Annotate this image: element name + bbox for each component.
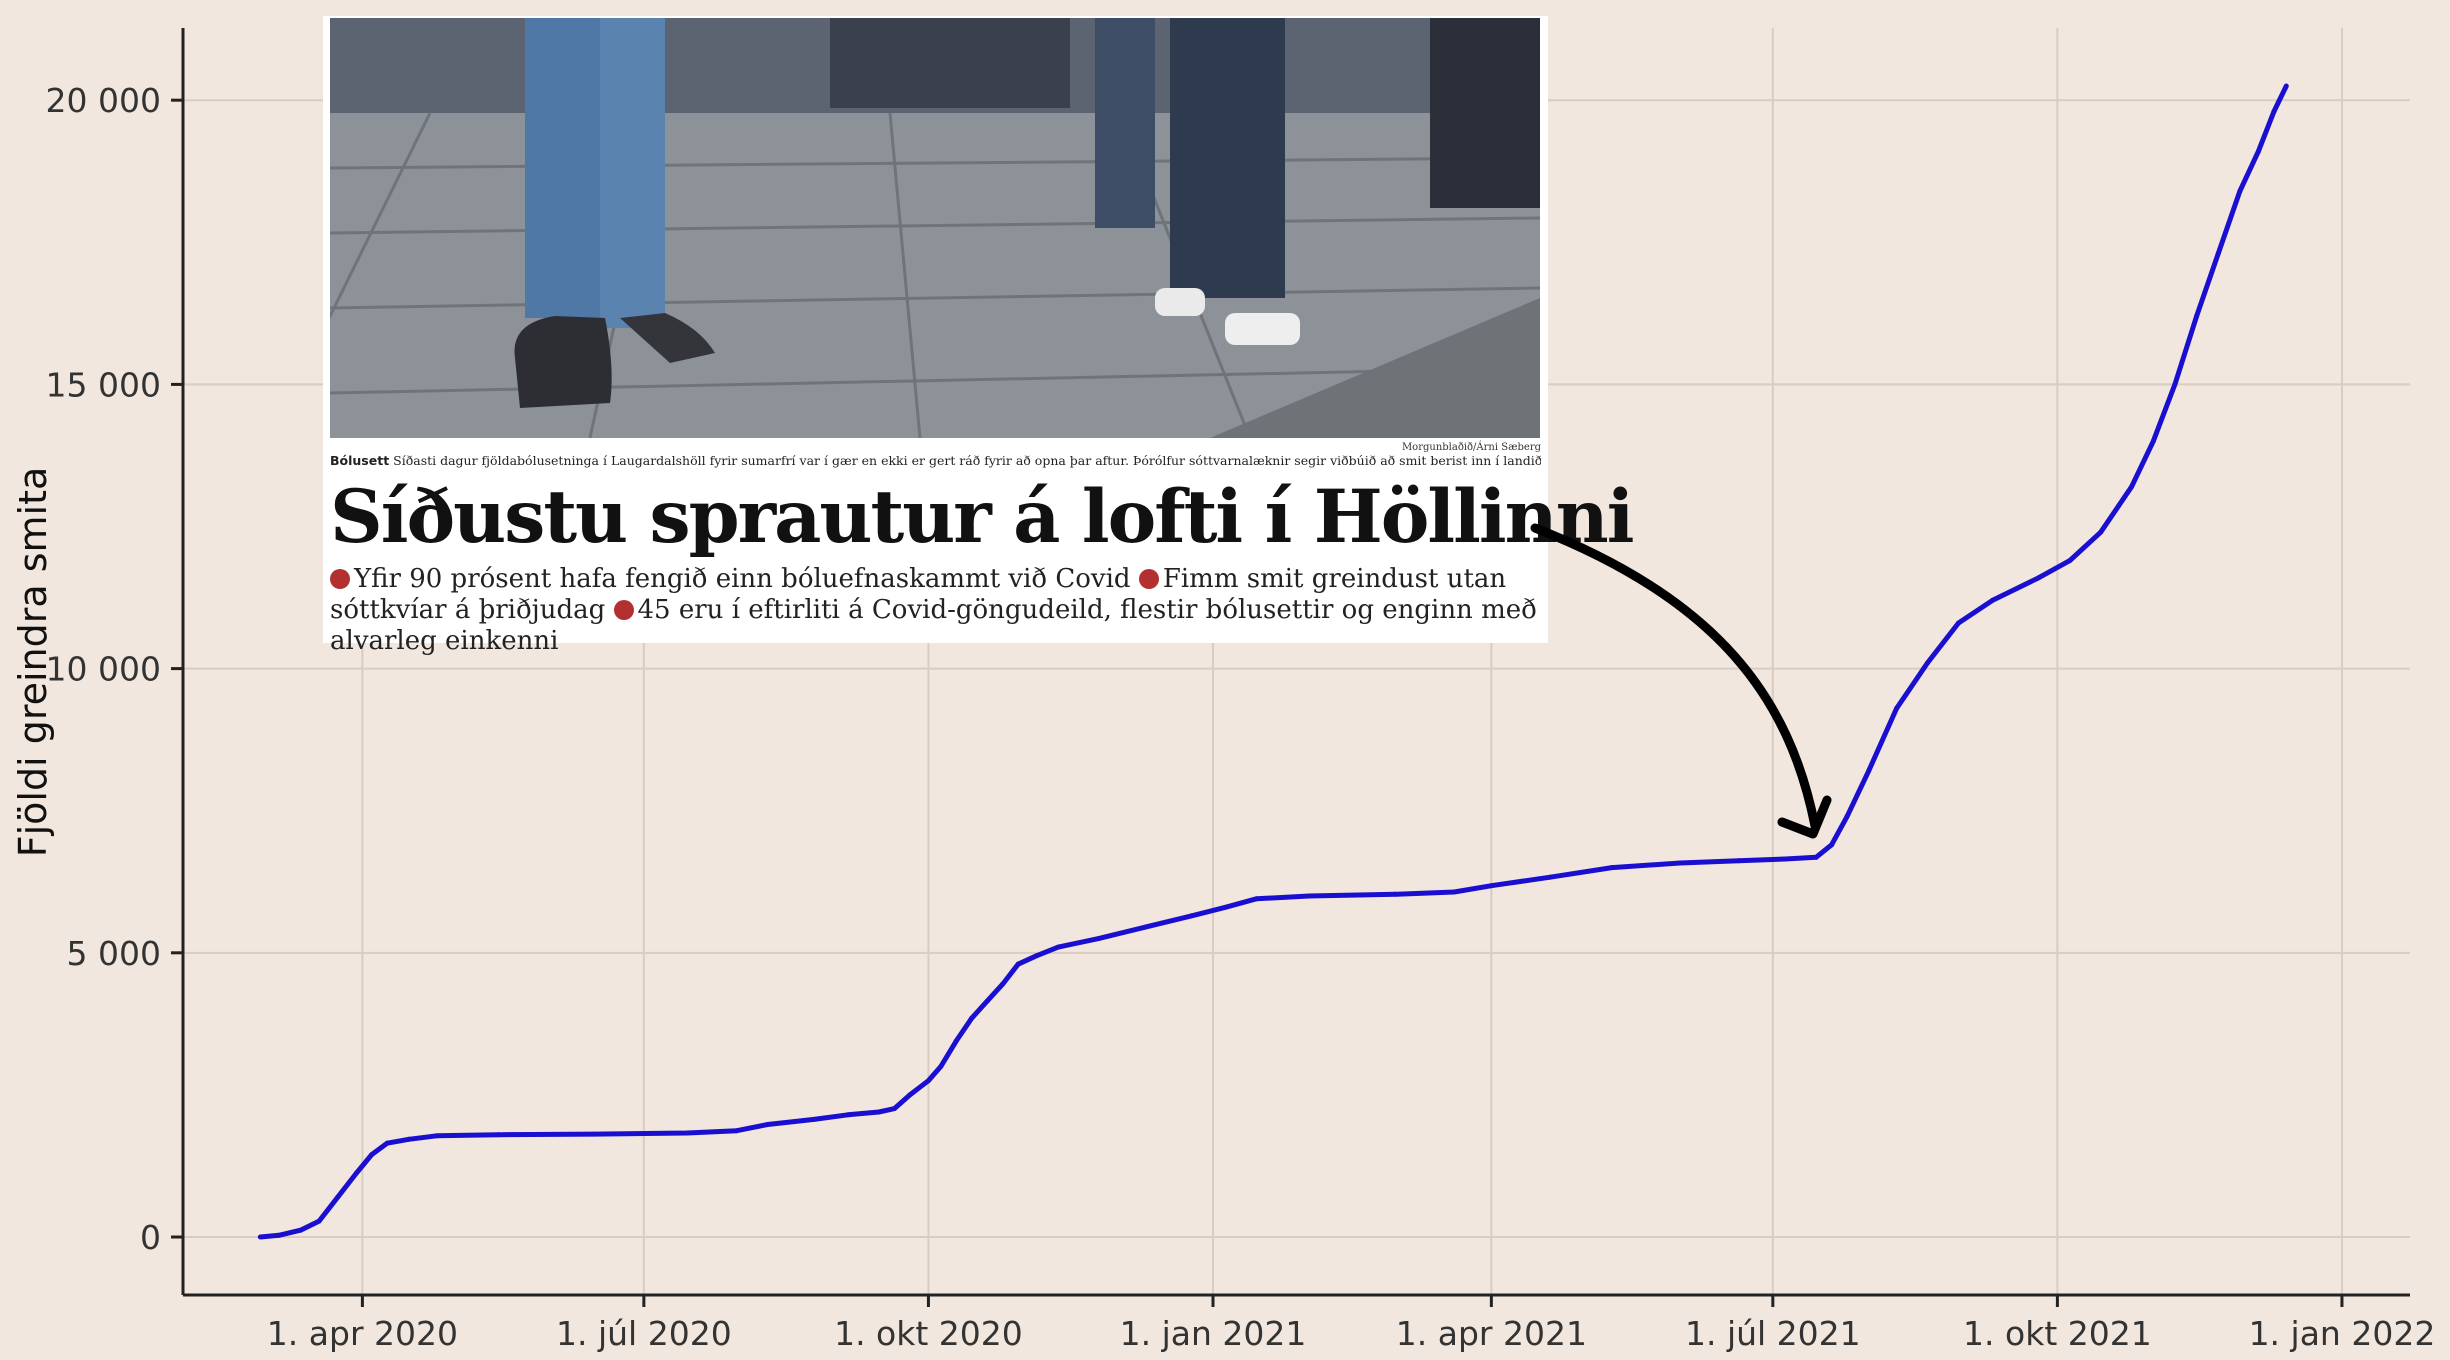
data-point [1306,893,1312,899]
data-point [369,1152,375,1158]
y-axis-label: Fjöldi greindra smita [11,467,55,858]
data-point [1451,889,1457,895]
y-tick-label: 10 000 [46,650,161,689]
data-point [2194,313,2200,319]
photo-caption: Bólusett Síðasti dagur fjöldabólusetning… [330,454,1541,468]
y-tick-label: 20 000 [46,81,161,120]
data-point [298,1227,304,1233]
data-point [1955,620,1961,626]
bullet-dot-icon [330,569,350,589]
data-point [734,1128,740,1134]
photo-illustration [330,18,1540,438]
bullet-2: Fimm smit greindust utan sóttkvíar á þri… [330,564,1507,625]
data-point [1547,874,1553,880]
photo-credit: Morgunblaðið/Árni Sæberg [1401,442,1541,453]
caption-text: Síðasti dagur fjöldabólusetninga í Lauga… [393,454,1541,468]
data-point [316,1218,322,1224]
caption-label: Bólusett [330,454,390,468]
data-point [384,1140,390,1146]
data-point [2129,484,2135,490]
y-tick-label: 5 000 [67,934,161,973]
bullet-3: 45 eru í eftirliti á Covid-göngudeild, f… [330,595,1537,656]
data-point [1188,913,1194,919]
data-point [765,1121,771,1127]
bullet-1: Yfir 90 prósent hafa fengið einn bóluefn… [354,564,1131,594]
data-point [495,1132,501,1138]
bullet-dot-icon [1138,569,1159,589]
data-point [2098,529,2104,535]
data-point [1894,705,1900,711]
data-point [938,1063,944,1069]
bullet-dot-icon [613,600,634,620]
y-axis-ticks: 0 5 000 10 000 15 000 20 000 [46,81,183,1257]
data-point [907,1092,913,1098]
x-axis-ticks: 1. apr 2020 1. júl 2020 1. okt 2020 1. jan … [267,1295,2436,1353]
data-point [1000,981,1006,987]
data-point [434,1133,440,1139]
x-tick-label: 1. apr 2020 [267,1314,458,1353]
y-tick-label: 15 000 [46,365,161,404]
data-point [1015,961,1021,967]
data-point [1055,944,1061,950]
data-point [2255,148,2261,154]
data-point [925,1078,931,1084]
data-point [1989,597,1995,603]
data-point [1488,883,1494,889]
x-tick-label: 1. júl 2020 [556,1314,732,1353]
data-point [984,998,990,1004]
data-point [1782,856,1788,862]
data-point [2283,83,2289,89]
headline: Síðustu sprautur á lofti í Höllinni [330,474,1634,560]
data-point [811,1116,817,1122]
subheadline-bullets: Yfir 90 prósent hafa fengið einn bóluefn… [330,564,1541,657]
news-photo [330,18,1540,438]
data-point [2036,575,2042,581]
data-point [1222,904,1228,910]
data-point [353,1170,359,1176]
data-point [1736,858,1742,864]
data-point [684,1130,690,1136]
data-point [591,1131,597,1137]
data-point [1924,660,1930,666]
data-point [1866,768,1872,774]
data-point [969,1015,975,1021]
series-points [257,83,2289,1240]
data-point [1142,924,1148,930]
data-point [876,1109,882,1115]
data-point [891,1106,897,1112]
data-point [406,1136,412,1142]
x-tick-label: 1. jan 2022 [2249,1314,2436,1353]
data-point [953,1038,959,1044]
data-point [1829,842,1835,848]
y-tick-label: 0 [140,1218,161,1257]
data-point [276,1232,282,1238]
data-point [845,1112,851,1118]
data-point [1844,813,1850,819]
data-point [2237,188,2243,194]
data-point [2150,438,2156,444]
x-tick-label: 1. okt 2021 [1963,1314,2152,1353]
data-point [2067,558,2073,564]
x-tick-label: 1. apr 2021 [1396,1314,1587,1353]
data-point [1677,860,1683,866]
x-tick-label: 1. júl 2021 [1685,1314,1861,1353]
data-point [1096,936,1102,942]
data-point [335,1194,341,1200]
data-point [2215,251,2221,257]
data-point [1609,865,1615,871]
data-point [2172,381,2178,387]
x-tick-label: 1. jan 2021 [1120,1314,1307,1353]
newspaper-clipping: Morgunblaðið/Árni Sæberg Bólusett Síðast… [323,16,1634,656]
x-tick-label: 1. okt 2020 [834,1314,1023,1353]
data-point [1253,896,1259,902]
data-point [2271,109,2277,115]
data-point [1813,854,1819,860]
data-point [1034,953,1040,959]
data-point [257,1234,263,1240]
data-point [1392,891,1398,897]
